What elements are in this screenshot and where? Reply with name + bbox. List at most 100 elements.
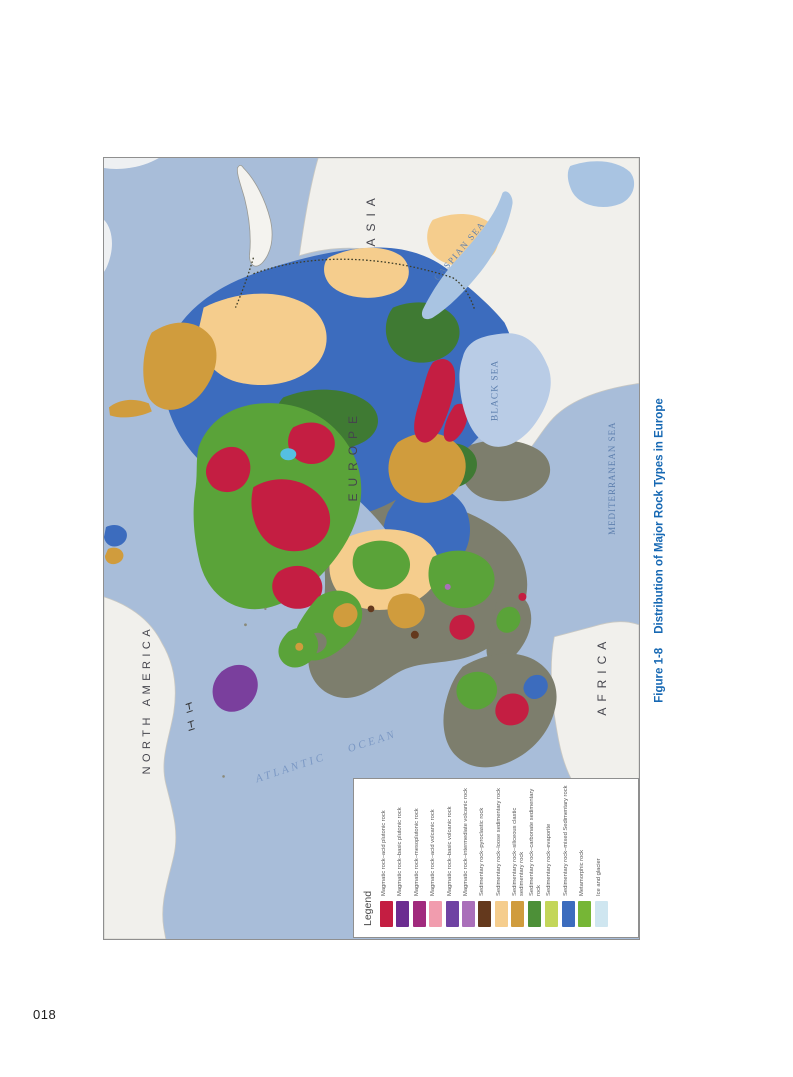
legend-item-label: Magmatic rock–mesoplutonic rock bbox=[413, 808, 420, 896]
geology-purple-speck bbox=[444, 583, 451, 590]
label-europe: EUROPE bbox=[346, 409, 360, 501]
ocean-speck-2 bbox=[264, 607, 267, 611]
geology-scandinavia-red-1 bbox=[205, 446, 251, 493]
geology-wheat-nw-russia bbox=[198, 293, 327, 386]
geology-scandinavia-red-3 bbox=[288, 422, 335, 465]
legend-item-label: Sedimentary rock–mixed Sedimentary rock bbox=[562, 785, 569, 896]
caspian-sea bbox=[421, 191, 513, 320]
geology-alps-green bbox=[352, 540, 411, 590]
legend-swatch bbox=[445, 901, 459, 927]
ocean-speck-1 bbox=[244, 623, 247, 627]
legend-item: Ice and glacier bbox=[594, 784, 608, 927]
greenland-coast-wisp bbox=[104, 219, 112, 272]
europe-rock-map: ASIA EUROPE AFRICA NORTH AMERICA ATLANTI… bbox=[104, 158, 639, 939]
geology-gold-pechora bbox=[143, 322, 217, 410]
legend-item: Magmatic rock–acid volcanic rock bbox=[429, 784, 443, 927]
label-mediterranean-sea: MEDITERRANEAN SEA bbox=[607, 421, 617, 534]
figure-caption: Figure 1-8 Distribution of Major Rock Ty… bbox=[651, 391, 668, 711]
legend-item: Magmatic rock–basic plutonic rock bbox=[396, 784, 410, 927]
geology-brown-speck-1 bbox=[410, 630, 419, 639]
legend-swatch bbox=[594, 901, 608, 927]
legend-swatch bbox=[380, 901, 393, 927]
legend-item-label: Sedimentary rock–loose sedimentary rock bbox=[495, 788, 502, 896]
geology-italy-red bbox=[518, 592, 527, 601]
legend-item-label: Sedimentary rock–carbonate sedimentary r… bbox=[529, 788, 542, 896]
legend-swatch bbox=[396, 901, 410, 927]
legend-item-label: Magmatic rock–basic volcanic rock bbox=[446, 806, 453, 896]
legend-swatch bbox=[494, 901, 508, 927]
legend-swatch bbox=[578, 901, 592, 927]
figure-title: Distribution of Major Rock Types in Euro… bbox=[653, 398, 665, 634]
legend-item: Magmatic rock–acid plutonic rock bbox=[380, 784, 393, 927]
legend-item: Sedimentary rock–carbonate sedimentary r… bbox=[528, 784, 542, 927]
legend-swatch bbox=[511, 901, 525, 927]
arctic-coast-hatch bbox=[253, 258, 476, 310]
legend-item: Sedimentary rock–pyroclastic rock bbox=[478, 784, 492, 927]
legend-item: Sedimentary rock–mixed Sedimentary rock bbox=[561, 784, 575, 927]
geology-iberia-blue bbox=[523, 674, 548, 700]
coast-hatch-lines bbox=[234, 257, 476, 310]
page-number: 018 bbox=[33, 1007, 57, 1022]
legend-item-label: Magmatic rock–acid volcanic rock bbox=[430, 809, 437, 896]
geology-brown-speck-2 bbox=[367, 605, 375, 613]
black-sea bbox=[459, 333, 551, 447]
svalbard-island-chain bbox=[108, 399, 152, 418]
iceland-island bbox=[212, 664, 258, 712]
novaya-zemlya-island bbox=[236, 164, 273, 267]
island-tick-marks bbox=[185, 702, 195, 732]
faroe-islets-blue bbox=[104, 524, 127, 547]
geology-red-speck-balkans bbox=[449, 614, 475, 640]
legend-swatch bbox=[412, 901, 426, 927]
label-north-america: NORTH AMERICA bbox=[141, 625, 153, 774]
ocean-speck-3 bbox=[222, 775, 225, 778]
geology-iberia-green bbox=[456, 671, 498, 710]
figure-label: Figure 1-8 bbox=[653, 647, 665, 703]
label-asia: ASIA bbox=[364, 191, 378, 246]
geology-ural-red-2 bbox=[443, 403, 468, 442]
geology-scandinavia-red-4 bbox=[272, 565, 323, 609]
map-legend: Legend Magmatic rock–acid plutonic rock M… bbox=[353, 778, 639, 938]
great-britain-gold bbox=[333, 603, 358, 628]
legend-item: Sedimentary rock–evaporite bbox=[545, 784, 559, 927]
aral-sea bbox=[567, 161, 635, 208]
legend-item-label: Metamorphic rock bbox=[579, 849, 586, 896]
label-africa: AFRICA bbox=[595, 636, 609, 716]
label-black-sea: BLACK SEA bbox=[491, 360, 501, 421]
legend-item-label: Ice and glacier bbox=[595, 858, 602, 896]
geology-gold-speck-south bbox=[387, 593, 425, 629]
legend-title: Legend bbox=[362, 890, 374, 926]
legend-swatch bbox=[429, 901, 443, 927]
legend-item-label: Sedimentary rock–pyroclastic rock bbox=[479, 807, 486, 896]
arctic-land-wisp bbox=[104, 158, 159, 169]
legend-item-label: Magmatic rock–intermediate volcanic rock bbox=[462, 788, 469, 896]
north-america-landmass bbox=[104, 596, 177, 939]
legend-item: Metamorphic rock bbox=[578, 784, 592, 927]
geology-glacier-spot bbox=[280, 448, 297, 461]
geological-map-figure: ASIA EUROPE AFRICA NORTH AMERICA ATLANTI… bbox=[103, 157, 640, 940]
legend-item: Magmatic rock–intermediate volcanic rock bbox=[461, 784, 475, 927]
ireland-gold bbox=[295, 642, 304, 651]
geology-balkans-green bbox=[428, 550, 495, 609]
legend-item: Sedimentary rock–siliceous clastic sedim… bbox=[511, 784, 525, 927]
geology-ural-red bbox=[414, 359, 456, 443]
geology-wheat-north bbox=[324, 247, 409, 298]
legend-swatch bbox=[478, 901, 492, 927]
legend-swatch bbox=[561, 901, 575, 927]
geology-scandinavia-red-2 bbox=[251, 479, 331, 552]
geology-italy-green bbox=[496, 606, 521, 633]
geology-green-band-2 bbox=[385, 302, 460, 363]
geology-iberia-red bbox=[495, 693, 529, 726]
legend-item-label: Sedimentary rock–evaporite bbox=[546, 823, 553, 896]
faroe-islets-gold bbox=[104, 547, 124, 565]
ural-boundary-hatch bbox=[234, 257, 255, 308]
legend-item: Magmatic rock–mesoplutonic rock bbox=[412, 784, 426, 927]
legend-item: Sedimentary rock–loose sedimentary rock bbox=[494, 784, 508, 927]
legend-item-label: Sedimentary rock–siliceous clastic sedim… bbox=[512, 807, 525, 896]
legend-item: Magmatic rock–basic volcanic rock bbox=[445, 784, 459, 927]
legend-swatch bbox=[528, 901, 542, 927]
legend-swatch bbox=[545, 901, 559, 927]
geology-gold-volga bbox=[388, 432, 466, 503]
geology-anatolia bbox=[459, 440, 551, 502]
legend-item-label: Magmatic rock–basic plutonic rock bbox=[397, 807, 404, 896]
